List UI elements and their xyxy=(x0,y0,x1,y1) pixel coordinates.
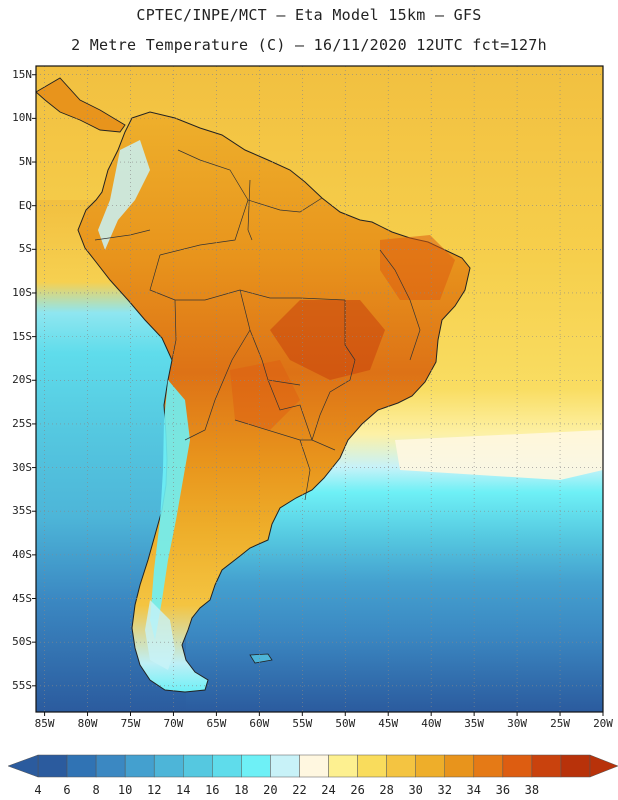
colorbar-swatch xyxy=(502,754,533,778)
lon-label: 85W xyxy=(34,717,55,730)
lat-label: 15S xyxy=(12,329,32,343)
colorbar-low-arrow xyxy=(7,754,39,778)
colorbar-swatch xyxy=(124,754,155,778)
lon-label: 30W xyxy=(507,717,528,730)
colorbar-swatch xyxy=(212,754,242,778)
heat-core-northeast xyxy=(380,235,455,300)
lon-label: 35W xyxy=(464,717,485,730)
colorbar-swatch xyxy=(357,754,387,778)
andes-north-cold xyxy=(98,140,150,250)
graticule xyxy=(36,66,603,712)
lon-label: 45W xyxy=(378,717,399,730)
colorbar-label: 30 xyxy=(408,783,423,797)
colorbar-label: 10 xyxy=(117,783,133,797)
colorbar-swatch xyxy=(299,754,329,778)
map-frame xyxy=(35,65,604,713)
chart-title: CPTEC/INPE/MCT – Eta Model 15km – GFS xyxy=(136,6,482,24)
lat-label: 35S xyxy=(12,504,32,518)
lon-label: 40W xyxy=(421,717,442,730)
lon-label: 25W xyxy=(550,717,570,730)
colorbar-label: 22 xyxy=(292,783,307,797)
axis-ticks xyxy=(32,74,604,716)
colorbar-label: 4 xyxy=(34,783,42,797)
colorbar-swatch xyxy=(444,754,475,778)
andes-cold-belt xyxy=(150,380,190,640)
lat-label: 25S xyxy=(12,416,32,430)
falkland-islands xyxy=(249,653,273,664)
lat-label: 15N xyxy=(12,67,32,81)
colorbar-swatch xyxy=(66,754,97,778)
colorbar-swatch xyxy=(328,754,358,778)
lat-label: 55S xyxy=(12,678,32,692)
lon-label: 55W xyxy=(292,717,313,730)
lon-label: 75W xyxy=(120,717,141,730)
lat-label: 50S xyxy=(12,635,32,649)
lat-label: EQ xyxy=(18,198,32,212)
colorbar-label: 18 xyxy=(234,783,249,797)
lat-label: 40S xyxy=(12,547,32,561)
patagonia-andes-cold xyxy=(145,600,175,670)
colorbar-label: 34 xyxy=(466,783,481,797)
colorbar-swatch xyxy=(270,754,300,778)
lat-label: 30S xyxy=(12,460,32,474)
colorbar-swatch xyxy=(95,754,126,778)
colorbar-label: 20 xyxy=(263,783,278,797)
colorbar-swatch xyxy=(473,754,504,778)
colorbar-label: 32 xyxy=(437,783,452,797)
subtropical-band xyxy=(395,430,603,480)
lon-label: 50W xyxy=(335,717,356,730)
colorbar-label: 6 xyxy=(63,783,71,797)
colorbar-label: 12 xyxy=(146,783,162,797)
colorbar-label: 24 xyxy=(321,783,336,797)
lon-label: 20W xyxy=(593,717,613,730)
colorbar-swatch xyxy=(183,754,213,778)
lat-label: 10N xyxy=(12,111,32,125)
lat-label: 20S xyxy=(12,373,32,387)
heat-core-west-central xyxy=(270,300,385,380)
colorbar-swatch xyxy=(153,754,184,778)
colorbar-label: 8 xyxy=(92,783,100,797)
heat-core-chaco xyxy=(230,360,300,430)
colorbar-label: 26 xyxy=(350,783,365,797)
colorbar-high-arrow xyxy=(589,754,618,778)
colorbar-swatch xyxy=(37,754,68,778)
lon-label: 65W xyxy=(206,717,227,730)
colorbar-swatch xyxy=(531,754,562,778)
colorbar-label: 14 xyxy=(176,783,191,797)
lat-label: 5N xyxy=(18,155,32,169)
lon-label: 60W xyxy=(249,717,270,730)
central-america xyxy=(36,77,126,133)
lon-label: 70W xyxy=(163,717,184,730)
lat-label: 45S xyxy=(12,591,32,605)
colorbar-label: 16 xyxy=(205,783,220,797)
country-borders xyxy=(94,149,421,501)
colorbar-swatch xyxy=(241,754,271,778)
lat-label: 10S xyxy=(12,285,32,299)
colorbar-swatch xyxy=(386,754,416,778)
lat-label: 5S xyxy=(18,242,32,256)
colorbar xyxy=(7,754,618,778)
colorbar-label: 28 xyxy=(379,783,394,797)
lon-label: 80W xyxy=(77,717,98,730)
colorbar-swatch xyxy=(415,754,445,778)
chart-subtitle: 2 Metre Temperature (C) – 16/11/2020 12U… xyxy=(71,36,547,54)
colorbar-swatch xyxy=(560,754,591,778)
colorbar-label: 36 xyxy=(495,783,511,797)
colorbar-label: 38 xyxy=(524,783,540,797)
